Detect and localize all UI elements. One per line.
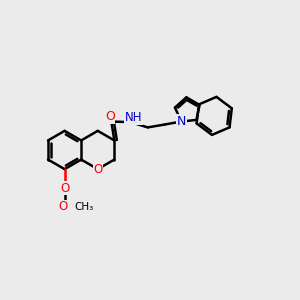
Text: O: O <box>105 110 115 123</box>
Text: CH₃: CH₃ <box>74 202 94 212</box>
Text: N: N <box>176 115 186 128</box>
Text: O: O <box>60 182 69 195</box>
Text: NH: NH <box>125 111 142 124</box>
Text: O: O <box>93 163 102 176</box>
Text: O: O <box>58 200 68 214</box>
